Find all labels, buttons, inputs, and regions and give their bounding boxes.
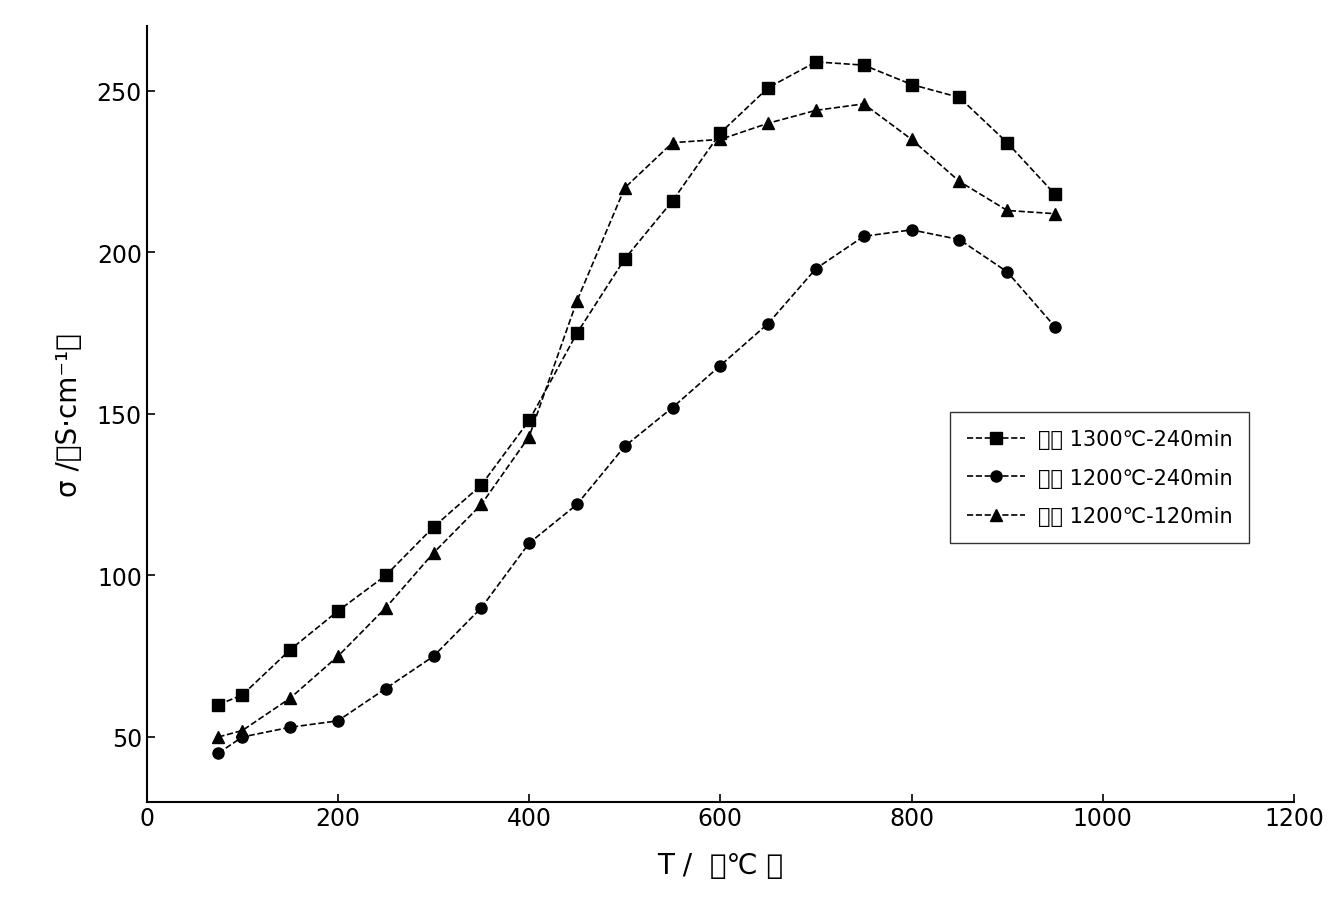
传统 1300℃-240min: [522, 415, 538, 426]
传统 1200℃-240min: [211, 748, 227, 759]
传统 1200℃-240min: [426, 651, 442, 662]
传统 1300℃-240min: [281, 645, 297, 656]
微波 1200℃-120min: [856, 99, 872, 110]
传统 1300℃-240min: [568, 328, 584, 339]
传统 1200℃-240min: [664, 403, 680, 414]
传统 1200℃-240min: [568, 499, 584, 510]
传统 1200℃-240min: [1047, 322, 1063, 333]
微波 1200℃-120min: [760, 118, 776, 129]
微波 1200℃-120min: [712, 135, 728, 146]
微波 1200℃-120min: [378, 603, 394, 614]
Line: 传统 1300℃-240min: 传统 1300℃-240min: [213, 57, 1061, 711]
传统 1200℃-240min: [903, 225, 919, 236]
微波 1200℃-120min: [1047, 209, 1063, 220]
传统 1300℃-240min: [474, 480, 490, 491]
传统 1200℃-240min: [616, 441, 632, 452]
传统 1300℃-240min: [616, 254, 632, 265]
微波 1200℃-120min: [999, 206, 1015, 217]
微波 1200℃-120min: [568, 296, 584, 307]
传统 1300℃-240min: [903, 80, 919, 91]
传统 1200℃-240min: [522, 538, 538, 549]
传统 1300℃-240min: [999, 138, 1015, 148]
传统 1200℃-240min: [378, 683, 394, 694]
传统 1200℃-240min: [760, 319, 776, 330]
传统 1300℃-240min: [760, 83, 776, 94]
微波 1200℃-120min: [235, 725, 251, 736]
传统 1200℃-240min: [951, 235, 967, 246]
微波 1200℃-120min: [616, 183, 632, 194]
Line: 微波 1200℃-120min: 微波 1200℃-120min: [213, 99, 1061, 742]
传统 1200℃-240min: [235, 732, 251, 742]
传统 1200℃-240min: [808, 264, 824, 275]
传统 1200℃-240min: [856, 231, 872, 242]
微波 1200℃-120min: [211, 732, 227, 742]
微波 1200℃-120min: [474, 499, 490, 510]
Y-axis label: σ /（S·cm⁻¹）: σ /（S·cm⁻¹）: [55, 333, 83, 496]
传统 1200℃-240min: [329, 715, 346, 726]
微波 1200℃-120min: [664, 138, 680, 148]
传统 1300℃-240min: [426, 522, 442, 533]
传统 1200℃-240min: [999, 267, 1015, 278]
传统 1300℃-240min: [951, 93, 967, 104]
传统 1200℃-240min: [281, 722, 297, 733]
传统 1300℃-240min: [211, 700, 227, 711]
X-axis label: T /  （℃ ）: T / （℃ ）: [658, 851, 783, 879]
微波 1200℃-120min: [951, 177, 967, 188]
微波 1200℃-120min: [903, 135, 919, 146]
传统 1300℃-240min: [664, 196, 680, 207]
传统 1200℃-240min: [474, 603, 490, 614]
微波 1200℃-120min: [522, 432, 538, 443]
传统 1300℃-240min: [1047, 189, 1063, 200]
传统 1300℃-240min: [856, 60, 872, 72]
传统 1200℃-240min: [712, 361, 728, 372]
传统 1300℃-240min: [235, 690, 251, 701]
传统 1300℃-240min: [808, 57, 824, 68]
微波 1200℃-120min: [281, 693, 297, 704]
Legend: 传统 1300℃-240min, 传统 1200℃-240min, 微波 1200℃-120min: 传统 1300℃-240min, 传统 1200℃-240min, 微波 120…: [950, 413, 1249, 544]
传统 1300℃-240min: [712, 128, 728, 139]
微波 1200℃-120min: [426, 548, 442, 558]
微波 1200℃-120min: [808, 106, 824, 117]
传统 1300℃-240min: [329, 606, 346, 617]
微波 1200℃-120min: [329, 651, 346, 662]
Line: 传统 1200℃-240min: 传统 1200℃-240min: [213, 225, 1061, 759]
传统 1300℃-240min: [378, 570, 394, 581]
